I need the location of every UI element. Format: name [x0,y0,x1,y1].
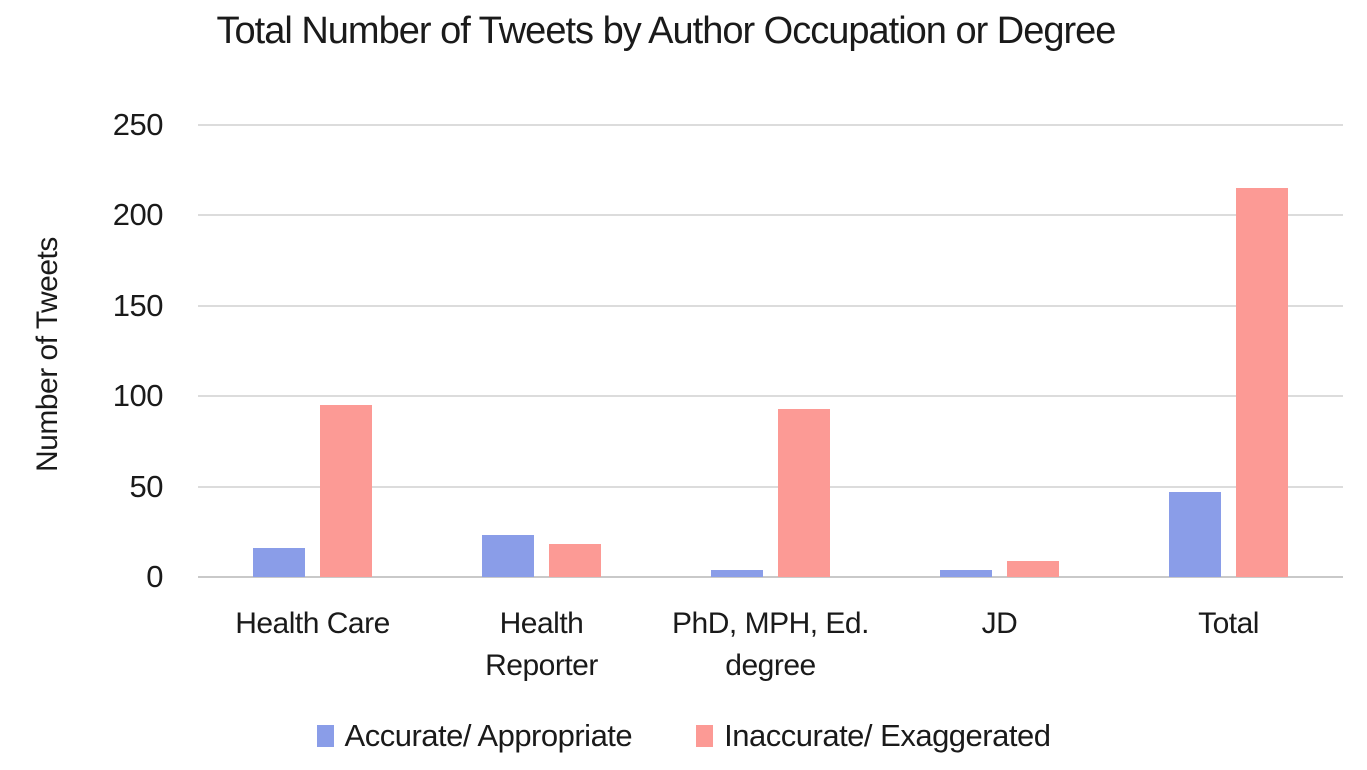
x-axis-category-label: PhD, MPH, Ed. degree [651,603,891,687]
gridline [198,124,1343,126]
y-tick-label: 0 [146,559,163,594]
legend-item: Accurate/ Appropriate [316,718,633,754]
legend: Accurate/ Appropriate Inaccurate/ Exagger… [0,718,1367,754]
bar [482,535,534,577]
x-axis-category-label: Health Care [193,603,433,645]
x-axis-baseline [198,576,1343,578]
legend-item: Inaccurate/ Exaggerated [696,718,1051,754]
x-axis-category-label-line: JD [981,607,1018,640]
bar [1169,492,1221,577]
bar [778,408,830,577]
x-axis-category-label-line: degree [725,649,816,682]
bar [320,405,372,577]
y-tick-label: 50 [129,468,164,504]
chart-title: Total Number of Tweets by Author Occupat… [216,10,1117,52]
bar [1236,188,1288,577]
y-axis-title: Number of Tweets [31,237,64,473]
x-axis-category-label: Health Reporter [422,603,662,687]
x-axis-category-label-line: Total [1198,607,1259,640]
x-axis-category-label: Total [1109,603,1349,645]
y-tick-label: 100 [112,378,164,414]
bar [253,548,305,577]
gridline [198,214,1343,217]
legend-label: Accurate/ Appropriate [344,718,633,753]
bar [549,544,601,577]
gridline [198,485,1343,488]
x-axis-category-label-line: Reporter [485,649,598,682]
legend-swatch [696,725,714,747]
y-tick-label: 250 [112,107,164,142]
legend-label: Inaccurate/ Exaggerated [724,718,1051,753]
gridline [198,395,1343,398]
bar [940,569,992,577]
y-tick-label: 200 [112,197,164,233]
x-axis-category-label-line: Health Care [235,607,390,640]
y-tick-label: 150 [112,287,164,323]
bar [1007,560,1059,577]
x-axis-category-label-line: PhD, MPH, Ed. [672,607,869,640]
plot-area [198,124,1343,578]
x-axis-category-label-line: Health [499,607,584,640]
x-axis-category-label: JD [880,603,1120,645]
gridline [198,304,1343,307]
legend-swatch [316,725,334,747]
bar [711,569,763,577]
